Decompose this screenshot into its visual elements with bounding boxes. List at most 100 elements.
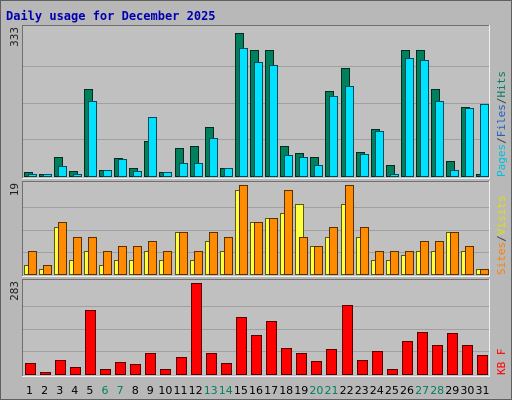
x-tick-label: 26 (400, 384, 414, 397)
bar (118, 246, 127, 275)
x-tick-label: 23 (355, 384, 369, 397)
bar (239, 48, 248, 177)
bar (299, 157, 308, 177)
x-tick-label: 2 (41, 384, 48, 397)
x-tick-label: 25 (385, 384, 399, 397)
bar (191, 283, 202, 375)
panel-legend: KB F (495, 349, 508, 376)
series-kb-f (25, 283, 488, 375)
series-sites (28, 185, 489, 275)
bar (477, 355, 488, 375)
chart-title: Daily usage for December 2025 (6, 9, 216, 23)
x-tick-label: 14 (219, 384, 233, 397)
bar (40, 372, 51, 375)
bar (450, 232, 459, 275)
x-tick-label: 30 (460, 384, 474, 397)
bar (194, 163, 203, 177)
bar (329, 227, 338, 275)
bar (103, 170, 112, 177)
bar (375, 131, 384, 177)
bar (103, 251, 112, 275)
bar (284, 190, 293, 275)
x-tick-label: 17 (264, 384, 278, 397)
x-tick-label: 28 (430, 384, 444, 397)
bar (145, 353, 156, 375)
bar (43, 265, 52, 275)
bar (25, 363, 36, 375)
x-axis-day-labels: 1 2 3 4 5 6 7 8 9 10 11 12 13 14 15 16 17 18 19 20 21 22 23 24 2… (26, 384, 490, 397)
x-tick-label: 27 (415, 384, 429, 397)
x-tick-label: 31 (476, 384, 490, 397)
panel-3: 283 KB F (8, 279, 508, 377)
bar (342, 305, 353, 375)
bar (465, 246, 474, 275)
x-tick-label: 20 (309, 384, 323, 397)
x-tick-label: 9 (147, 384, 154, 397)
bar (345, 185, 354, 275)
legend-entry: / (495, 235, 508, 242)
bar (160, 369, 171, 375)
bar (58, 222, 67, 275)
legend-entry: KB F (495, 349, 508, 376)
legend-entry: / (495, 137, 508, 144)
bar (432, 345, 443, 375)
x-tick-label: 22 (340, 384, 354, 397)
bar (28, 174, 37, 177)
bar (390, 251, 399, 275)
bar (447, 333, 458, 375)
series-pages (28, 48, 489, 177)
bar (251, 335, 262, 375)
bar (206, 353, 217, 375)
panel-max-label: 333 (8, 27, 21, 47)
bar (266, 321, 277, 375)
bar (254, 62, 263, 177)
x-tick-label: 7 (117, 384, 124, 397)
x-tick-label: 18 (279, 384, 293, 397)
panel-max-label: 19 (8, 183, 21, 196)
bar (88, 101, 97, 177)
bar (450, 170, 459, 177)
bar (55, 360, 66, 375)
bar (357, 360, 368, 375)
bar (390, 174, 399, 177)
bar (236, 317, 247, 375)
bar (435, 241, 444, 275)
bar (73, 174, 82, 177)
bar (314, 246, 323, 275)
bar (480, 104, 489, 177)
bar (88, 237, 97, 275)
bar (176, 357, 187, 375)
bar (435, 101, 444, 177)
legend-entry: Sites (495, 242, 508, 275)
panel-legend: Sites/Visits (495, 196, 508, 276)
x-tick-label: 12 (189, 384, 203, 397)
panel-2: 19 Sites/Visits (8, 181, 508, 277)
legend-entry: Pages (495, 144, 508, 177)
bar (194, 251, 203, 275)
legend-entry: Visits (495, 196, 508, 236)
bar (254, 222, 263, 275)
bar (43, 174, 52, 177)
bar (269, 65, 278, 177)
bar (133, 246, 142, 275)
bar (372, 351, 383, 375)
panel-legend: Pages/Files/Hits (495, 71, 508, 177)
bar (58, 166, 67, 177)
x-tick-label: 13 (204, 384, 218, 397)
bar (85, 310, 96, 375)
bar (224, 168, 233, 177)
x-tick-label: 10 (158, 384, 172, 397)
bar (163, 172, 172, 177)
bar (387, 369, 398, 375)
bar (311, 361, 322, 375)
x-tick-label: 1 (26, 384, 33, 397)
bar (179, 232, 188, 275)
legend-entry: Files (495, 104, 508, 137)
bar (209, 232, 218, 275)
bar (269, 218, 278, 275)
bar (281, 348, 292, 375)
bar (296, 353, 307, 375)
bar (420, 60, 429, 177)
